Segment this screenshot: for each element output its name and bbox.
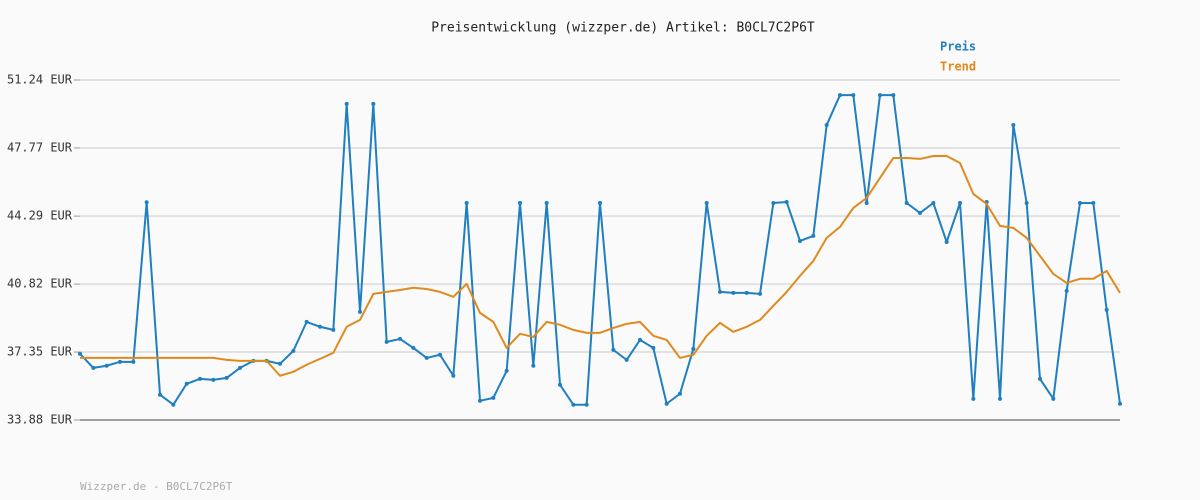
point (838, 93, 842, 98)
point (358, 309, 362, 314)
point (744, 290, 749, 295)
point (184, 381, 189, 386)
point (318, 324, 322, 329)
point (224, 375, 229, 380)
point (971, 396, 976, 401)
point (144, 200, 149, 205)
point (304, 319, 309, 324)
point (811, 233, 816, 238)
point (344, 101, 349, 106)
point (78, 351, 82, 356)
point (1051, 396, 1056, 401)
point (398, 336, 402, 341)
point (1091, 200, 1096, 205)
point (518, 200, 522, 205)
legend-label: Preis (940, 40, 976, 54)
point (598, 200, 602, 205)
point (1024, 200, 1029, 205)
point (491, 395, 496, 400)
point (824, 123, 829, 128)
point (864, 200, 869, 205)
y-tick-label: 51.24 EUR (7, 73, 73, 87)
point (891, 93, 896, 98)
point (158, 392, 162, 397)
point (678, 391, 682, 396)
chart-title: Preisentwicklung (wizzper.de) Artikel: B… (431, 21, 815, 36)
point (798, 238, 802, 243)
point (571, 402, 576, 407)
point (278, 361, 282, 366)
point (238, 365, 242, 370)
point (1064, 288, 1069, 293)
legend-label: Trend (940, 60, 976, 74)
point (531, 363, 536, 368)
point (371, 101, 376, 106)
point (198, 376, 202, 381)
y-tick-label: 44.29 EUR (7, 209, 73, 223)
point (904, 200, 909, 205)
point (104, 363, 109, 368)
point (438, 352, 442, 357)
point (931, 200, 936, 205)
point (664, 401, 669, 406)
point (611, 347, 616, 352)
point (331, 327, 336, 332)
point (384, 339, 389, 344)
point (291, 348, 296, 353)
point (784, 200, 789, 205)
point (851, 93, 856, 98)
point (1038, 376, 1042, 381)
point (211, 377, 216, 382)
footer: Wizzper.de - B0CL7C2P6T (80, 480, 233, 493)
point (718, 289, 722, 294)
point (918, 210, 922, 215)
point (424, 355, 429, 360)
y-tick-label: 33.88 EUR (7, 413, 73, 427)
point (1011, 123, 1016, 128)
point (944, 239, 949, 244)
point (131, 359, 136, 364)
point (691, 346, 696, 351)
y-tick-label: 47.77 EUR (7, 140, 73, 154)
point (651, 345, 656, 350)
point (91, 365, 96, 370)
point (171, 402, 176, 407)
point (624, 357, 629, 362)
y-tick-label: 40.82 EUR (7, 277, 73, 291)
point (878, 93, 882, 98)
line-trend (80, 154, 1121, 377)
point (558, 382, 562, 387)
point (451, 373, 456, 378)
point (998, 396, 1002, 401)
point (758, 291, 762, 296)
point (504, 368, 509, 373)
point (1118, 401, 1122, 406)
point (584, 402, 589, 407)
point (544, 200, 549, 205)
point (731, 290, 736, 295)
point (638, 337, 642, 342)
point (1104, 307, 1109, 312)
point (411, 345, 416, 350)
point (958, 200, 962, 205)
point (771, 200, 776, 205)
y-tick-label: 37.35 EUR (7, 345, 73, 359)
point (1078, 200, 1082, 205)
point (118, 359, 122, 364)
point (704, 200, 709, 205)
point (478, 398, 482, 403)
point (464, 200, 469, 205)
